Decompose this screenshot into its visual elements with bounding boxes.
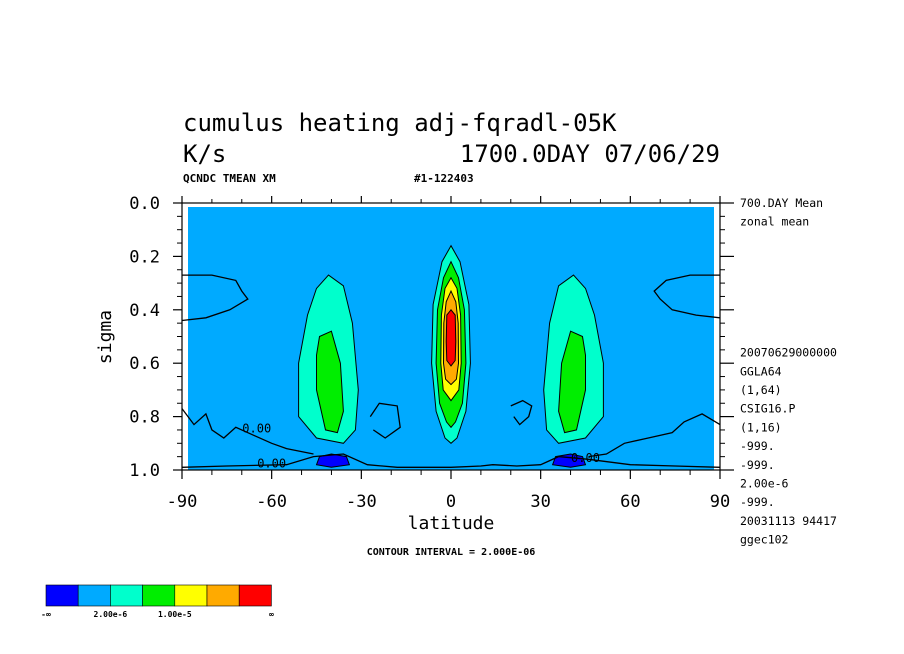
legend-label-2: 1.00e-5 xyxy=(158,610,192,619)
contour-labels: 0.00 0.00 0.00 xyxy=(242,422,600,471)
contour-line-3 xyxy=(181,453,721,468)
legend-swatch-0 xyxy=(45,584,79,607)
color-legend: -∞ 2.00e-6 1.00e-5 ∞ xyxy=(41,584,274,619)
side-info: 700.DAY Mean zonal mean 20070629000000 GGLA… xyxy=(740,196,837,547)
chart-units: K/s xyxy=(183,140,226,168)
side-info-line: 20070629000000 xyxy=(740,346,837,360)
contour-label-0: 0.00 xyxy=(242,422,271,436)
legend-swatch-5 xyxy=(206,584,240,607)
side-info-line: (1,64) xyxy=(740,383,782,397)
case-id: #1-122403 xyxy=(414,172,474,185)
x-tick-label: -30 xyxy=(346,492,377,512)
plot-area: 0.00 0.00 0.00 -90 -60 -30 0 30 60 90 0.0 0.2 0.4 0.… xyxy=(129,194,734,512)
side-info-line: -999. xyxy=(740,439,775,453)
contour-line-0 xyxy=(181,274,249,322)
contour-line-1 xyxy=(653,274,721,319)
contour-line-5 xyxy=(510,399,533,426)
legend-label-1: 2.00e-6 xyxy=(94,610,128,619)
contour-regions xyxy=(298,244,604,468)
side-info-line: (1,16) xyxy=(740,420,782,434)
y-tick-label: 0.0 xyxy=(129,194,160,214)
x-axis-label: latitude xyxy=(408,513,495,534)
side-info-line: -999. xyxy=(740,495,775,509)
y-tick-label: 1.0 xyxy=(129,461,160,481)
contour-region-9 xyxy=(315,453,351,468)
contour-region-3 xyxy=(558,330,586,434)
side-info-line: 700.DAY Mean xyxy=(740,196,823,210)
contour-line-4 xyxy=(369,402,401,439)
contour-interval: CONTOUR INTERVAL = 2.000E-06 xyxy=(367,547,536,558)
contour-line-2 xyxy=(181,408,314,455)
legend-swatch-2 xyxy=(110,584,143,607)
legend-swatch-4 xyxy=(174,584,208,607)
x-tick-label: 30 xyxy=(530,492,550,512)
y-tick-label: 0.6 xyxy=(129,354,160,374)
y-axis-label: sigma xyxy=(95,310,116,364)
run-id: QCNDC TMEAN XM xyxy=(183,172,276,185)
side-info-line: 20031113 94417 xyxy=(740,514,837,528)
y-tick-label: 0.2 xyxy=(129,247,160,267)
x-tick-label: 90 xyxy=(710,492,730,512)
legend-swatch-3 xyxy=(142,584,176,607)
contour-region-8 xyxy=(445,308,457,367)
legend-label-3: ∞ xyxy=(269,610,274,619)
contour-label-1: 0.00 xyxy=(257,456,286,470)
legend-swatch-1 xyxy=(77,584,111,607)
y-tick-label: 0.4 xyxy=(129,301,160,321)
x-tick-label: -90 xyxy=(167,492,198,512)
contour-line-6 xyxy=(588,413,721,458)
x-tick-label: -60 xyxy=(256,492,287,512)
side-info-line: zonal mean xyxy=(740,215,809,229)
chart-title: cumulus heating adj-fqradl-05K xyxy=(183,109,617,137)
side-info-line: -999. xyxy=(740,458,775,472)
contour-lines xyxy=(181,274,721,468)
side-info-line: ggec102 xyxy=(740,533,788,547)
side-info-line: GGLA64 xyxy=(740,364,782,378)
contour-region-1 xyxy=(316,330,344,434)
legend-swatch-6 xyxy=(238,584,272,607)
x-tick-label: 0 xyxy=(446,492,456,512)
contour-label-2: 0.00 xyxy=(571,451,600,465)
side-info-line: 2.00e-6 xyxy=(740,477,789,491)
axis-ticks: -90 -60 -30 0 30 60 90 0.0 0.2 0.4 0.6 0.8 1.0 xyxy=(129,194,734,512)
x-tick-label: 60 xyxy=(620,492,640,512)
y-tick-label: 0.8 xyxy=(129,408,160,428)
side-info-line: CSIG16.P xyxy=(740,402,795,416)
chart-time: 1700.0DAY 07/06/29 xyxy=(460,140,720,168)
legend-label-0: -∞ xyxy=(41,610,51,619)
